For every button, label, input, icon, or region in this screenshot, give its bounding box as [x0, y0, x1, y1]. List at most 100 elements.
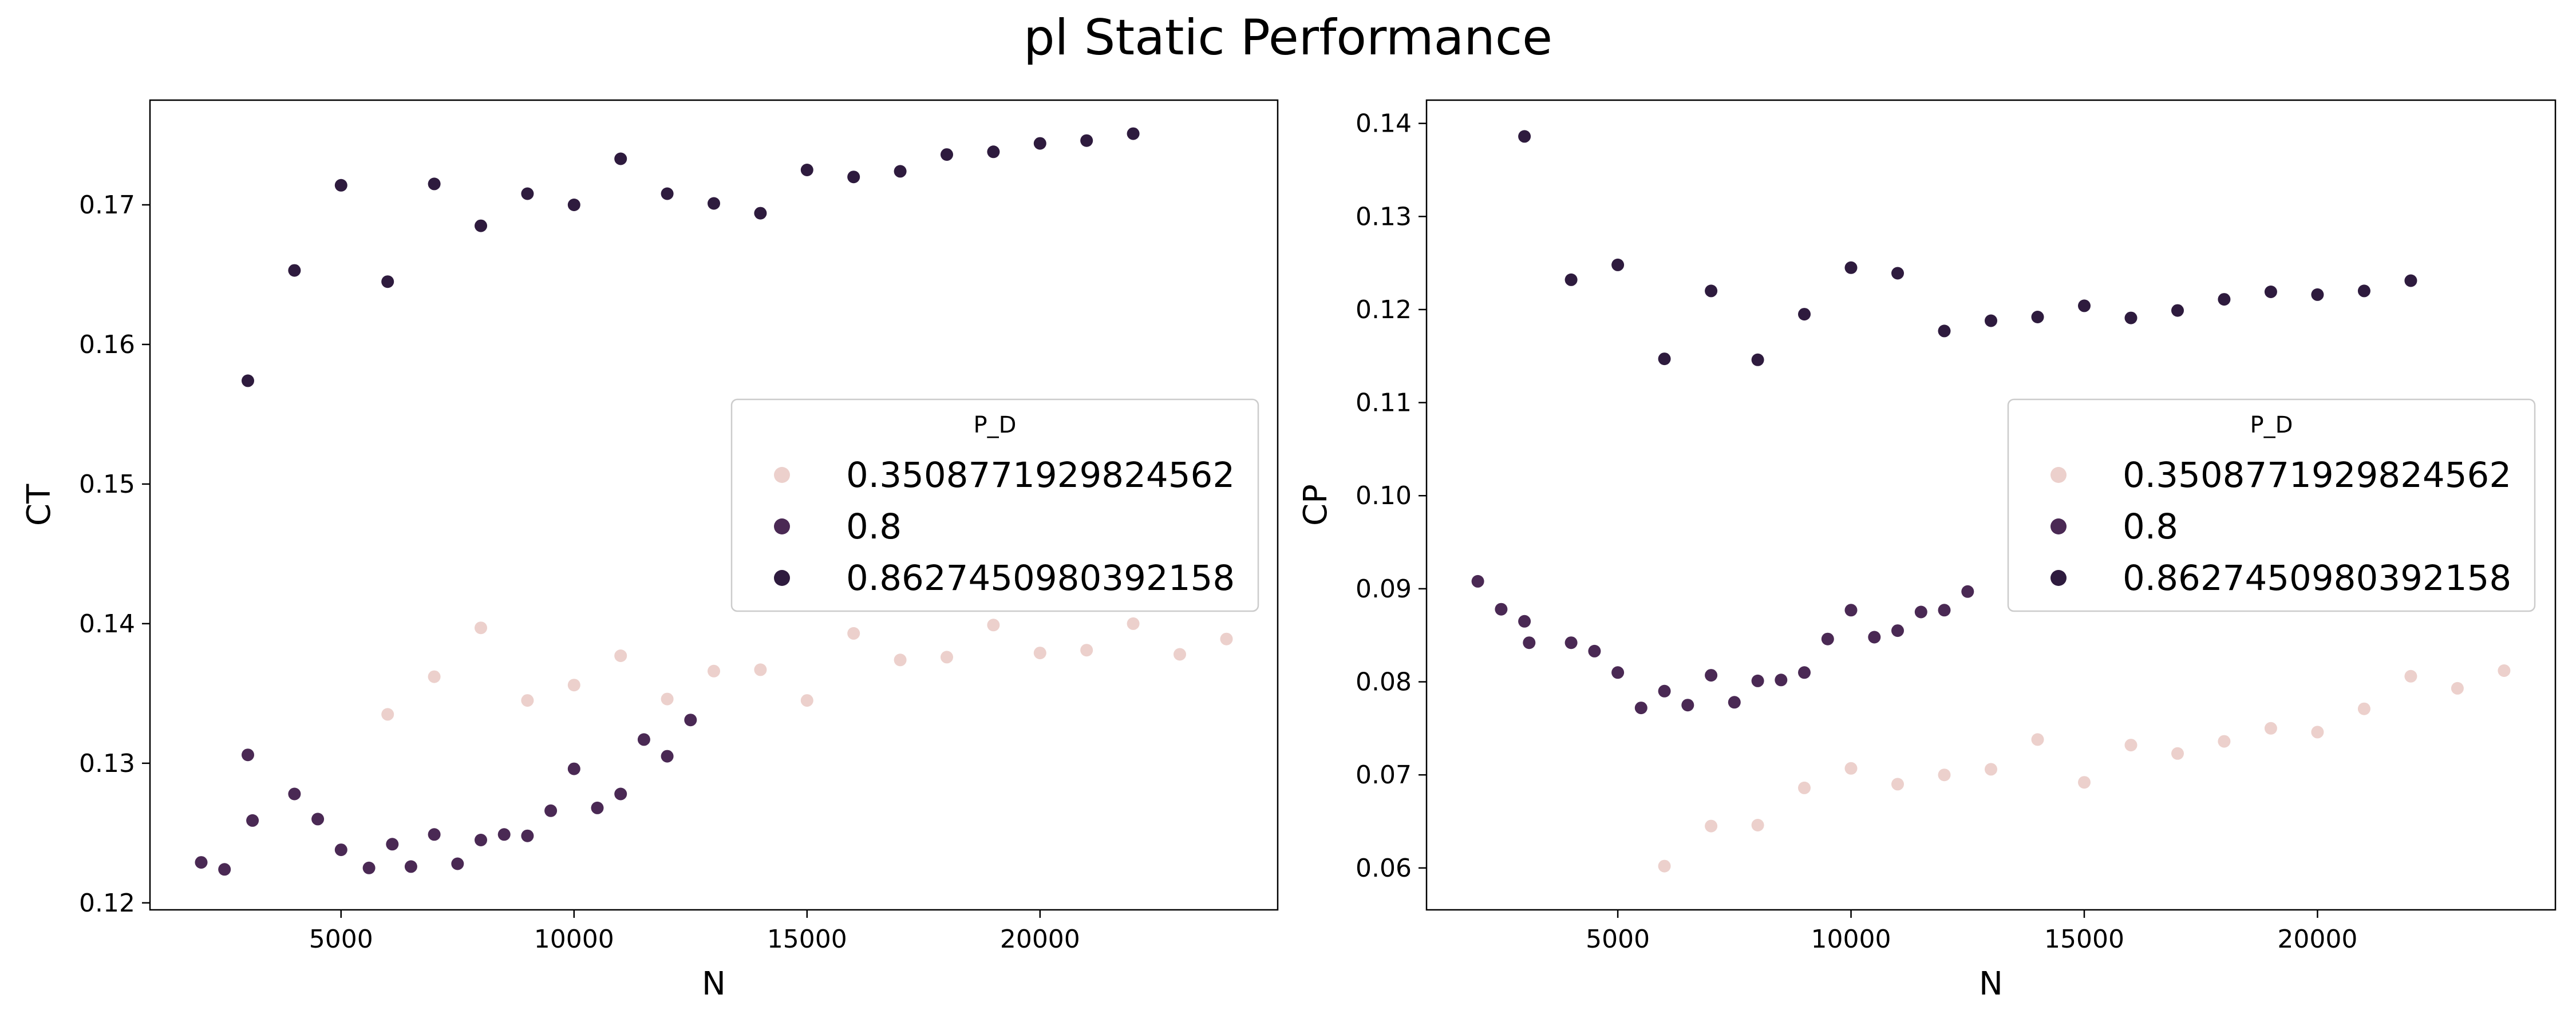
scatter-point-0-3508771929824562	[941, 651, 953, 664]
scatter-point-0-8627450980392158	[521, 187, 534, 200]
scatter-point-0-8	[1588, 644, 1601, 657]
y-tick-label: 0.17	[79, 191, 135, 220]
scatter-point-0-8627450980392158	[894, 165, 907, 178]
scatter-point-0-3508771929824562	[2264, 722, 2277, 735]
scatter-point-0-3508771929824562	[1798, 781, 1811, 794]
scatter-point-0-3508771929824562	[614, 649, 627, 662]
scatter-point-0-8	[1611, 666, 1625, 679]
cp-scatter-panel: 5000 10000 15000 20000 0.06 0.07 0.08 0.09 0.10 0…	[1297, 99, 2557, 1003]
scatter-point-0-8	[404, 860, 417, 873]
scatter-point-0-8627450980392158	[1891, 267, 1904, 280]
legend-marker-0-3508771929824562	[2050, 467, 2067, 483]
legend: P_D 0.3508771929824562 0.8 0.86274509803921…	[2007, 398, 2536, 612]
scatter-point-0-3508771929824562	[428, 670, 441, 683]
scatter-point-0-8627450980392158	[1985, 314, 1997, 327]
scatter-point-0-8	[218, 863, 231, 876]
scatter-point-0-3508771929824562	[521, 694, 534, 707]
scatter-point-0-3508771929824562	[2124, 739, 2138, 752]
y-tick-label: 0.13	[1356, 202, 1412, 231]
scatter-point-0-3508771929824562	[800, 694, 813, 707]
scatter-point-0-3508771929824562	[1844, 762, 1858, 775]
scatter-point-0-8	[1798, 666, 1811, 679]
scatter-point-0-8	[1495, 603, 1508, 616]
scatter-point-0-8627450980392158	[708, 197, 720, 210]
scatter-point-0-8	[684, 714, 697, 727]
scatter-point-0-8627450980392158	[1844, 261, 1858, 274]
scatter-point-0-3508771929824562	[1220, 632, 1233, 645]
scatter-point-0-8	[386, 838, 399, 851]
legend-marker-0-8627450980392158	[2050, 570, 2067, 586]
x-axis-label: N	[702, 965, 726, 1003]
scatter-point-0-8	[1775, 674, 1788, 687]
y-axis-label: CT	[21, 484, 58, 526]
scatter-point-0-8	[1523, 636, 1536, 649]
scatter-point-0-3508771929824562	[1127, 617, 1140, 630]
scatter-point-0-3508771929824562	[567, 679, 580, 692]
legend-frame	[730, 398, 1259, 612]
scatter-point-0-3508771929824562	[1080, 644, 1093, 657]
scatter-point-0-8	[637, 733, 650, 746]
scatter-point-0-8	[1914, 605, 1927, 619]
scatter-point-0-8627450980392158	[2171, 304, 2184, 317]
scatter-point-0-8	[1868, 631, 1881, 644]
scatter-point-0-8627450980392158	[1564, 273, 1578, 286]
y-tick-label: 0.09	[1356, 575, 1412, 604]
scatter-point-0-8	[1821, 632, 1834, 645]
scatter-point-0-3508771929824562	[2357, 702, 2370, 715]
y-tick-label: 0.13	[79, 749, 135, 778]
scatter-point-0-3508771929824562	[847, 627, 860, 640]
y-tick-label: 0.06	[1356, 854, 1412, 883]
scatter-point-0-3508771929824562	[1705, 819, 1718, 833]
scatter-point-0-8627450980392158	[1751, 353, 1764, 366]
scatter-point-0-3508771929824562	[1751, 819, 1764, 831]
scatter-point-0-3508771929824562	[1658, 859, 1671, 873]
x-tick-label: 20000	[1000, 925, 1080, 954]
legend-entry-label: 0.8627450980392158	[2123, 558, 2511, 599]
scatter-point-0-8627450980392158	[242, 374, 254, 387]
scatter-point-0-8	[311, 813, 325, 826]
scatter-point-0-8627450980392158	[1798, 308, 1811, 321]
legend-entry-label: 0.3508771929824562	[2123, 455, 2511, 496]
scatter-point-0-8627450980392158	[1705, 284, 1718, 298]
scatter-point-0-8	[544, 804, 558, 817]
scatter-point-0-3508771929824562	[2311, 726, 2324, 739]
scatter-point-0-8	[246, 814, 259, 827]
axes-frame	[149, 99, 1279, 911]
scatter-point-0-8627450980392158	[2218, 293, 2231, 306]
scatter-point-0-8627450980392158	[754, 207, 767, 220]
scatter-point-0-8627450980392158	[381, 275, 394, 288]
scatter-point-0-3508771929824562	[2031, 733, 2044, 746]
scatter-point-0-3508771929824562	[1985, 763, 1997, 776]
scatter-point-0-8627450980392158	[661, 187, 674, 200]
scatter-point-0-3508771929824562	[661, 692, 674, 706]
y-tick-label: 0.15	[79, 470, 135, 499]
scatter-point-0-8627450980392158	[2124, 311, 2138, 324]
scatter-point-0-8	[288, 787, 301, 801]
x-tick-label: 5000	[309, 925, 373, 954]
legend-marker-0-3508771929824562	[774, 467, 790, 483]
scatter-point-0-8	[1938, 604, 1951, 617]
scatter-point-0-8	[1705, 669, 1718, 682]
ct-scatter-panel: 5000 10000 15000 20000 0.12 0.13 0.14 0.15 0.16 0…	[21, 99, 1279, 1003]
scatter-point-0-8	[1844, 604, 1858, 617]
scatter-point-0-8627450980392158	[614, 152, 627, 165]
scatter-point-0-8627450980392158	[1938, 324, 1951, 338]
scatter-point-0-3508771929824562	[2498, 664, 2511, 677]
scatter-point-0-3508771929824562	[1174, 648, 1186, 661]
x-tick-label: 10000	[534, 925, 614, 954]
x-tick-label: 10000	[1811, 925, 1891, 954]
y-tick-label: 0.16	[79, 330, 135, 359]
scatter-point-0-8	[428, 828, 441, 841]
scatter-point-0-3508771929824562	[2404, 670, 2417, 683]
legend-marker-0-8	[2050, 518, 2067, 534]
legend-title: P_D	[974, 412, 1017, 438]
legend-entry-label: 0.8	[2123, 506, 2178, 547]
scatter-point-0-8	[1658, 684, 1671, 698]
scatter-point-0-3508771929824562	[2218, 735, 2231, 748]
y-tick-label: 0.07	[1356, 760, 1412, 790]
scatter-point-0-8627450980392158	[2031, 311, 2044, 323]
scatter-point-0-8	[1471, 575, 1484, 588]
y-tick-label: 0.14	[79, 609, 135, 639]
legend-marker-0-8627450980392158	[774, 570, 790, 586]
y-axis-label: CP	[1297, 484, 1334, 526]
